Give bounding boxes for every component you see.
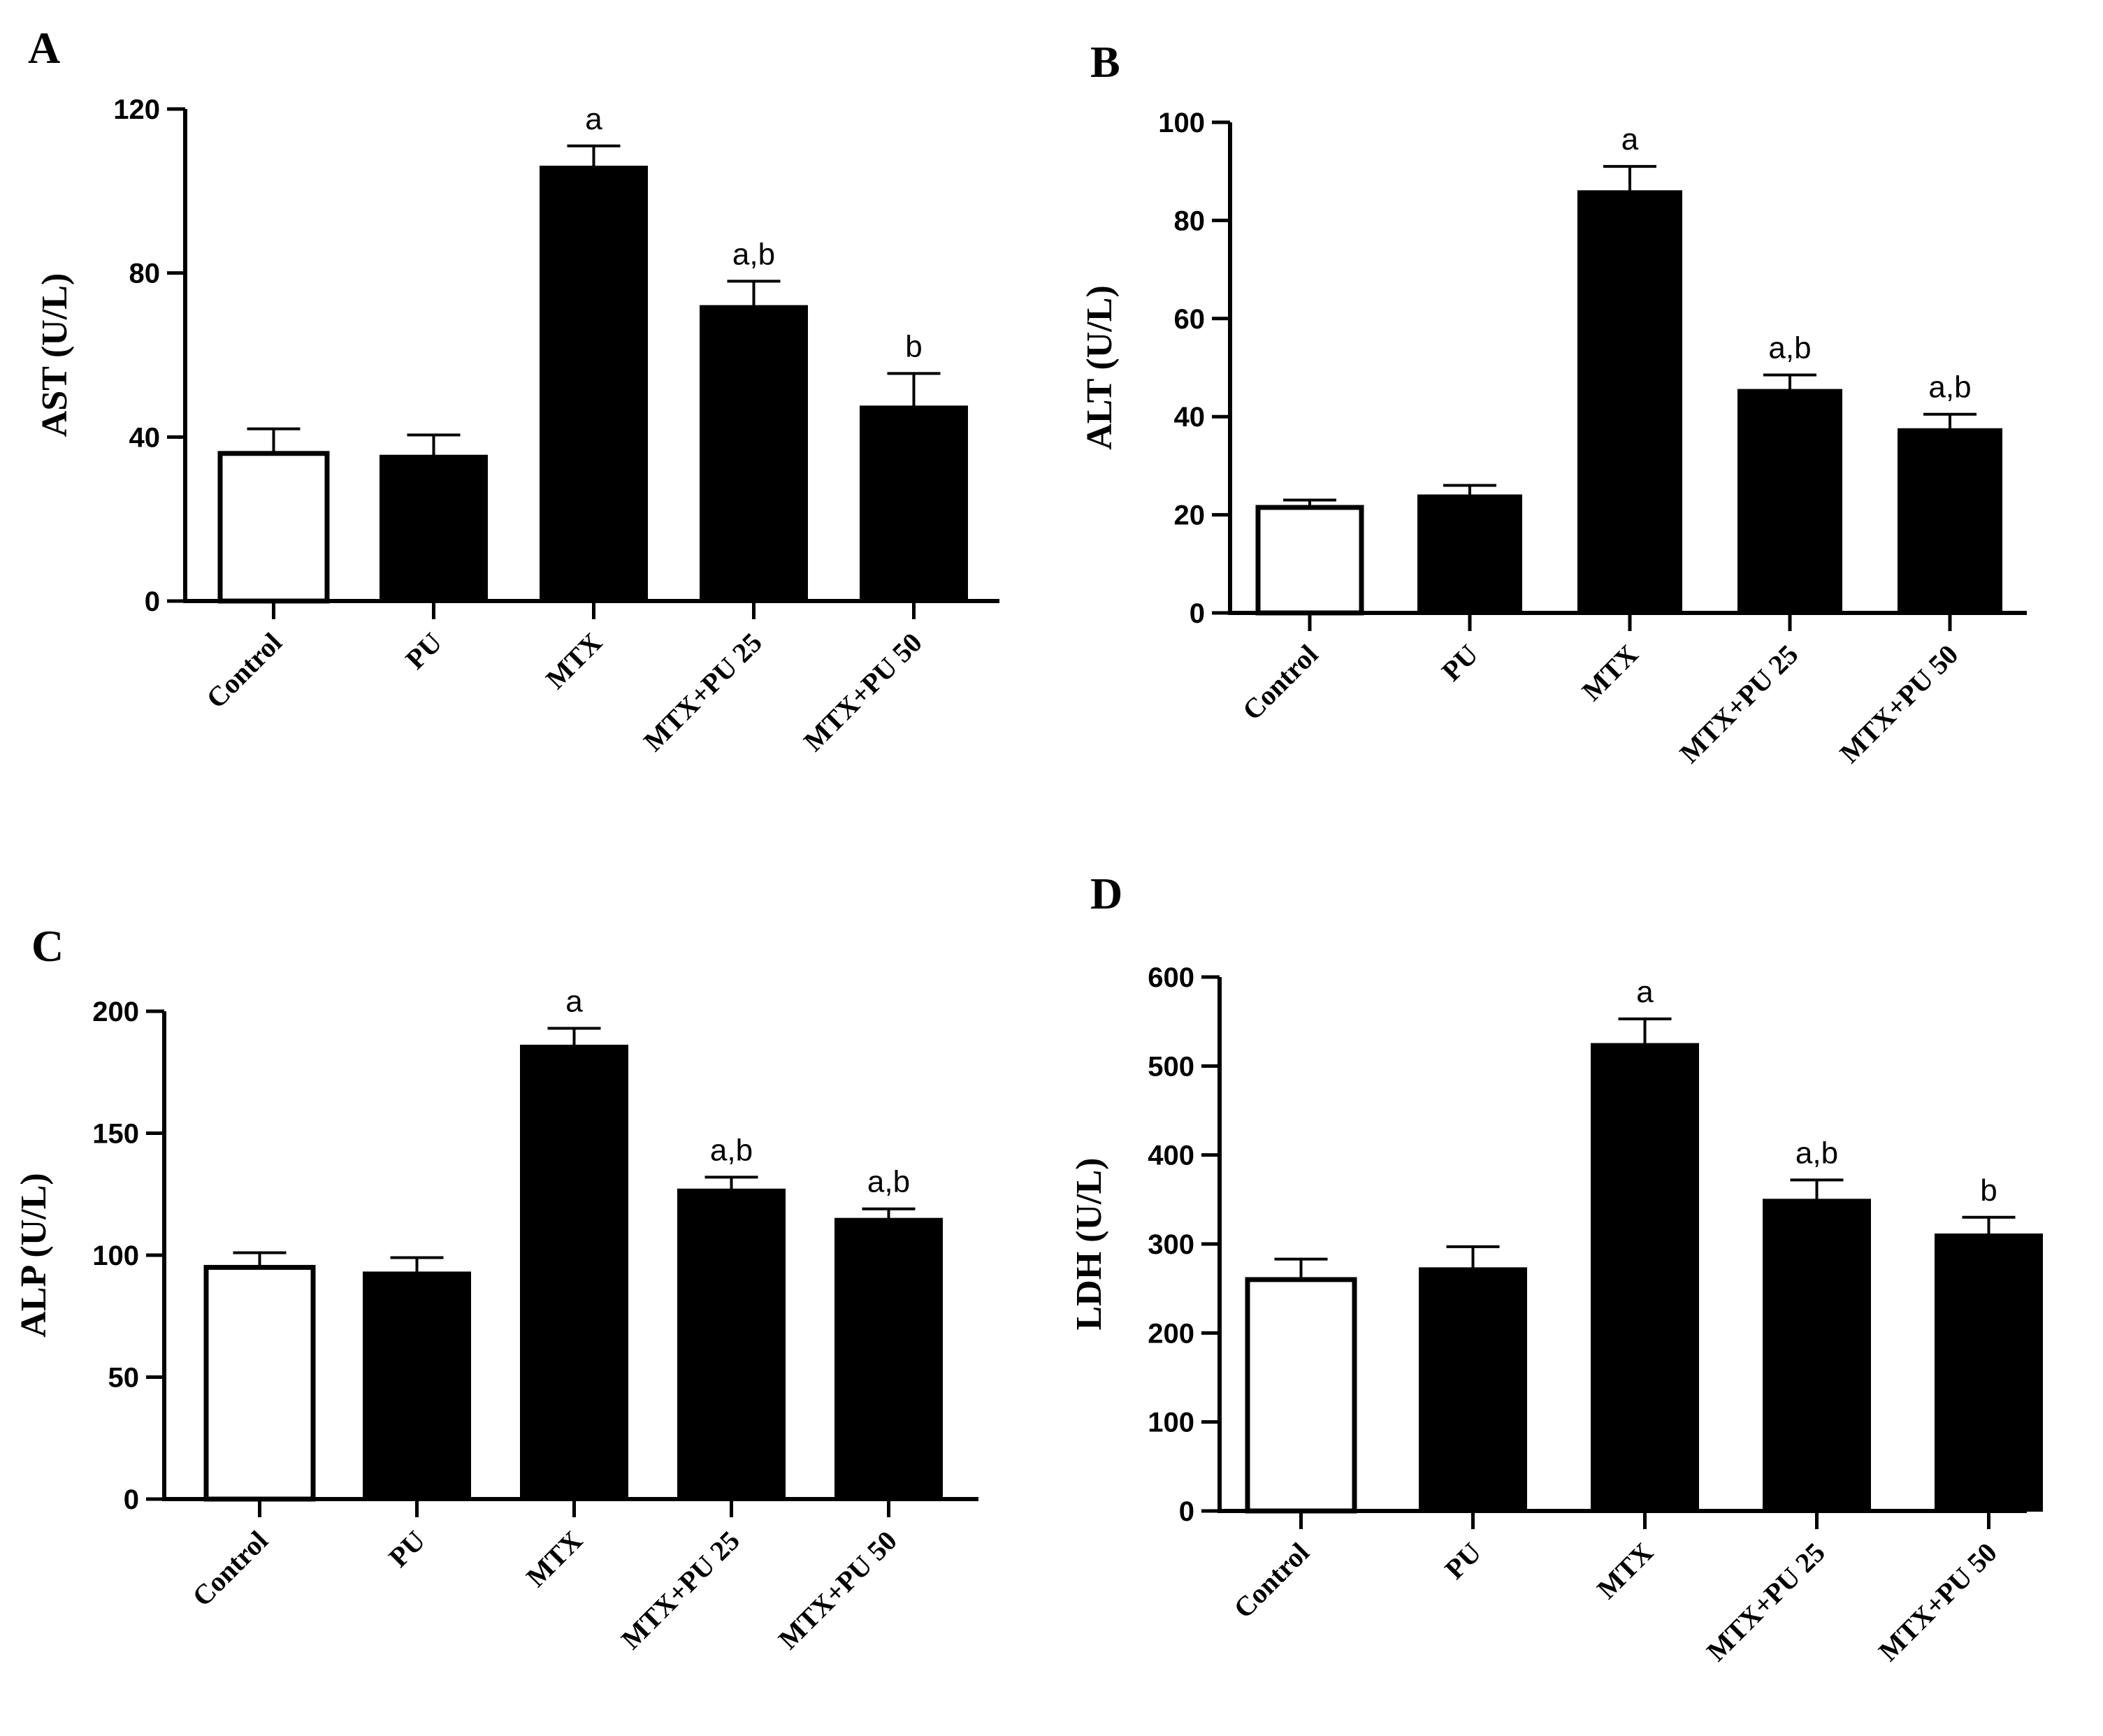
y-tick-label: 40	[1174, 402, 1206, 433]
category-label: MTX	[520, 1524, 588, 1593]
bar-4	[677, 1188, 786, 1500]
significance-label: a	[585, 102, 602, 136]
panel-b: B 0 20 40 60 80 100 ALT (U/L) Control PU a MTX a,b MT…	[1080, 37, 2027, 769]
category-label: Control	[1236, 639, 1324, 727]
panel-c: C 0 50 100 150 200 ALP (U/L) Control PU a MTX a,b MT…	[14, 921, 978, 1656]
category-label: Control	[200, 627, 288, 715]
bar-3	[1577, 190, 1682, 614]
y-tick-label: 120	[113, 94, 160, 125]
significance-label: a,b	[710, 1133, 753, 1167]
significance-label: a,b	[867, 1165, 910, 1199]
bar-1	[217, 451, 330, 604]
panel-a: A 0 40 80 120 AST (U/L) Control PU a MTX a,b MTX+PU…	[28, 23, 999, 758]
y-axis-label: AST (U/L)	[35, 273, 75, 437]
bar-1	[1245, 1277, 1357, 1514]
bar-3	[540, 166, 648, 602]
y-tick-label: 500	[1148, 1051, 1194, 1082]
category-label: MTX+PU 25	[1700, 1537, 1831, 1668]
category-label: PU	[399, 627, 448, 676]
significance-label: a,b	[1928, 370, 1971, 405]
bar-2	[380, 454, 488, 602]
y-tick-label: 0	[124, 1484, 139, 1515]
y-tick-label: 80	[129, 259, 161, 289]
y-tick-label: 0	[145, 586, 160, 617]
category-label: MTX+PU 50	[1833, 639, 1964, 769]
significance-label: a	[565, 984, 583, 1018]
significance-label: a,b	[1768, 331, 1811, 366]
y-tick-label: 20	[1174, 500, 1206, 531]
y-tick-label: 400	[1148, 1141, 1194, 1171]
significance-label: b	[1980, 1173, 1997, 1208]
y-tick-label: 100	[1148, 1408, 1194, 1438]
bar-5	[860, 405, 968, 602]
y-tick-label: 80	[1174, 205, 1206, 236]
y-tick-label: 300	[1148, 1229, 1194, 1260]
category-label: MTX+PU 25	[637, 627, 768, 758]
y-tick-label: 200	[1148, 1318, 1194, 1349]
y-tick-label: 200	[92, 997, 139, 1027]
significance-label: b	[905, 329, 922, 363]
y-axis-label: ALP (U/L)	[14, 1173, 54, 1337]
y-tick-label: 40	[129, 422, 161, 453]
bar-2	[1417, 494, 1522, 614]
y-tick-label: 50	[108, 1363, 140, 1394]
y-tick-label: 150	[92, 1119, 139, 1150]
category-label: MTX+PU 50	[772, 1525, 903, 1656]
bar-1	[1255, 505, 1364, 616]
y-tick-label: 100	[92, 1240, 139, 1271]
panel-letter: A	[28, 23, 60, 73]
y-tick-label: 0	[1190, 598, 1205, 629]
bar-1	[203, 1264, 316, 1502]
y-axis-label: ALT (U/L)	[1080, 285, 1120, 450]
category-label: MTX	[1591, 1536, 1659, 1605]
bar-5	[1935, 1233, 2043, 1512]
significance-label: a,b	[732, 237, 775, 271]
y-tick-label: 100	[1158, 108, 1205, 138]
y-tick-label: 600	[1148, 962, 1194, 993]
category-label: Control	[1227, 1537, 1315, 1625]
significance-label: a	[1636, 975, 1654, 1009]
category-label: MTX	[540, 626, 608, 695]
bar-5	[834, 1217, 943, 1500]
significance-label: a	[1621, 122, 1639, 157]
bar-2	[1419, 1267, 1527, 1512]
category-label: MTX+PU 50	[1872, 1537, 2003, 1668]
bar-4	[1763, 1199, 1871, 1512]
bar-4	[700, 305, 808, 602]
category-label: MTX+PU 25	[615, 1525, 746, 1656]
bar-3	[520, 1044, 628, 1500]
category-label: Control	[186, 1525, 274, 1613]
y-tick-label: 60	[1174, 304, 1206, 335]
bar-3	[1591, 1043, 1699, 1512]
category-label: PU	[1438, 1537, 1487, 1586]
significance-label: a,b	[1795, 1136, 1838, 1170]
bar-4	[1737, 389, 1842, 614]
category-label: MTX+PU 50	[797, 627, 928, 758]
bar-5	[1898, 428, 2002, 614]
panel-letter: B	[1090, 37, 1120, 87]
category-label: PU	[382, 1525, 431, 1574]
category-label: MTX	[1576, 638, 1645, 707]
panel-d: D 0 100 200 300 400 500 600 LDH (U/L) Control PU a M…	[1069, 869, 2043, 1668]
bar-2	[363, 1271, 471, 1500]
y-tick-label: 0	[1179, 1496, 1194, 1527]
category-label: MTX+PU 25	[1673, 639, 1804, 769]
category-label: PU	[1436, 639, 1484, 688]
y-axis-label: LDH (U/L)	[1069, 1158, 1109, 1331]
panel-letter: D	[1090, 869, 1122, 918]
panel-letter: C	[31, 921, 64, 971]
